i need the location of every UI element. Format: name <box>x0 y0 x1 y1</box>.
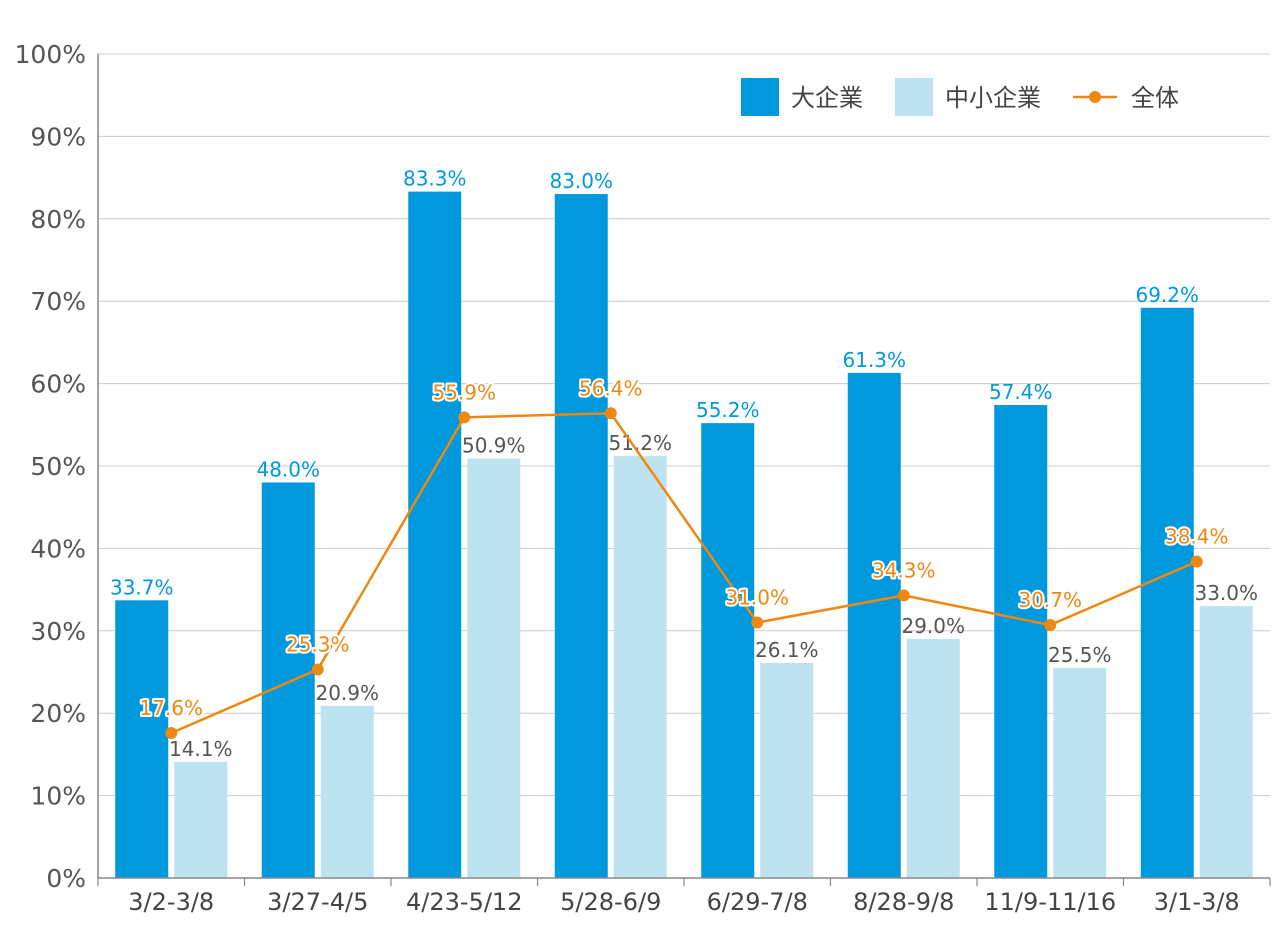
bar-value-label: 50.9% <box>462 434 526 458</box>
line-value-label: 31.0% <box>725 586 789 610</box>
bar <box>1199 606 1253 878</box>
bar-value-label: 20.9% <box>315 681 379 705</box>
bar-value-label: 48.0% <box>256 457 320 481</box>
x-tick-label: 8/28-9/8 <box>853 888 954 916</box>
bar-value-label: 83.3% <box>403 167 467 191</box>
legend-label: 中小企業 <box>945 84 1041 112</box>
legend-swatch <box>741 78 779 116</box>
bar-value-label: 61.3% <box>842 348 906 372</box>
bar-value-label: 55.2% <box>696 398 760 422</box>
y-tick-label: 70% <box>30 287 86 316</box>
bar <box>320 705 374 878</box>
y-axis: 0% 10% 20% 30% 40% 50% 60% 70% 80% 90% 100% <box>15 40 99 893</box>
bar <box>115 600 169 878</box>
x-tick-label: 11/9-11/16 <box>984 888 1116 916</box>
y-tick-label: 40% <box>30 534 86 563</box>
bar <box>261 482 315 878</box>
line-point <box>897 589 910 602</box>
x-tick-label: 5/28-6/9 <box>560 888 661 916</box>
line-value-label: 30.7% <box>1018 588 1082 612</box>
y-tick-label: 0% <box>46 864 86 893</box>
line-value-label: 38.4% <box>1165 525 1229 549</box>
bar <box>1140 307 1194 878</box>
line-data-labels: 17.6% 25.3% 55.9% 56.4% 31.0% 34.3% 30.7% 38.4% <box>137 374 1230 722</box>
bar-value-label: 26.1% <box>755 638 819 662</box>
bar <box>847 372 901 878</box>
x-tick-label: 3/1-3/8 <box>1154 888 1240 916</box>
x-axis: 3/2-3/8 3/27-4/5 4/23-5/12 5/28-6/9 6/29-7/8… <box>97 877 1271 916</box>
line-point <box>165 726 178 739</box>
legend-label: 全体 <box>1131 84 1179 112</box>
y-tick-label: 50% <box>30 452 86 481</box>
line-point <box>751 616 764 629</box>
bar-value-label: 69.2% <box>1135 283 1199 307</box>
bar <box>994 405 1048 878</box>
bar <box>467 458 521 878</box>
legend-label: 大企業 <box>791 84 863 112</box>
line-value-label: 17.6% <box>139 696 203 720</box>
bar-value-label: 33.0% <box>1194 581 1258 605</box>
line-path <box>170 411 1198 735</box>
bar-value-label: 83.0% <box>549 169 613 193</box>
y-tick-label: 90% <box>30 122 86 151</box>
legend: 大企業 中小企業 全体 <box>741 78 1179 116</box>
y-tick-label: 30% <box>30 617 86 646</box>
bar-value-label: 57.4% <box>989 380 1053 404</box>
line-value-label: 55.9% <box>432 380 496 404</box>
line-point <box>604 407 617 420</box>
bar-value-label: 14.1% <box>169 737 233 761</box>
line-value-label: 56.4% <box>579 376 643 400</box>
y-tick-label: 100% <box>15 40 86 69</box>
y-tick-label: 20% <box>30 699 86 728</box>
x-tick-label: 6/29-7/8 <box>707 888 808 916</box>
bar <box>1053 667 1107 878</box>
bar <box>760 662 814 878</box>
line-point <box>1190 555 1203 568</box>
line-value-label: 25.3% <box>286 633 350 657</box>
y-tick-label: 10% <box>30 782 86 811</box>
y-tick-label: 60% <box>30 370 86 399</box>
bar <box>174 761 228 878</box>
line-point <box>458 411 471 424</box>
bar-value-label: 33.7% <box>110 575 174 599</box>
bar <box>554 194 608 878</box>
line-series <box>165 407 1203 739</box>
x-tick-label: 3/2-3/8 <box>128 888 214 916</box>
x-tick-label: 4/23-5/12 <box>406 888 522 916</box>
line-point <box>311 663 324 676</box>
bar-data-labels: 33.7% 48.0% 83.3% 83.0% 55.2% 61.3% 57.4% 69.2%… <box>110 167 1258 761</box>
bar <box>613 456 667 878</box>
bar <box>701 423 755 878</box>
y-tick-label: 80% <box>30 205 86 234</box>
line-point <box>1044 619 1057 632</box>
bar <box>906 639 960 878</box>
legend-marker <box>1089 91 1101 103</box>
bar-value-label: 25.5% <box>1048 643 1112 667</box>
bar-value-label: 29.0% <box>901 614 965 638</box>
bars <box>115 191 1253 878</box>
x-tick-label: 3/27-4/5 <box>267 888 368 916</box>
bar-value-label: 51.2% <box>608 431 672 455</box>
bar <box>408 191 462 878</box>
legend-swatch <box>895 78 933 116</box>
line-value-label: 34.3% <box>872 558 936 582</box>
